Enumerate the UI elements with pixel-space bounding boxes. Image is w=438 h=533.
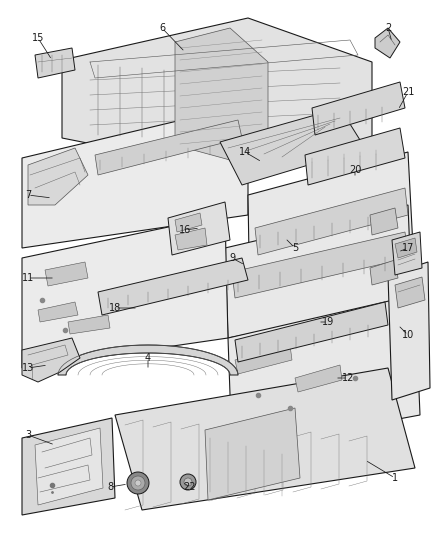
Polygon shape [45, 262, 88, 286]
Polygon shape [312, 82, 405, 135]
Polygon shape [98, 258, 248, 315]
Text: 11: 11 [22, 273, 34, 283]
Text: 10: 10 [402, 330, 414, 340]
Text: 1: 1 [392, 473, 398, 483]
Text: 15: 15 [32, 33, 44, 43]
Polygon shape [95, 120, 242, 175]
Polygon shape [255, 188, 408, 255]
Text: 12: 12 [342, 373, 354, 383]
Circle shape [127, 472, 149, 494]
Text: 21: 21 [402, 87, 414, 97]
Polygon shape [395, 238, 417, 258]
Polygon shape [38, 302, 78, 322]
Polygon shape [388, 262, 430, 400]
Polygon shape [225, 205, 412, 338]
Polygon shape [232, 232, 408, 298]
Circle shape [135, 480, 141, 486]
Polygon shape [235, 302, 388, 362]
Text: 5: 5 [292, 243, 298, 253]
Polygon shape [205, 408, 300, 500]
Polygon shape [220, 108, 365, 185]
Polygon shape [235, 345, 292, 374]
Text: 16: 16 [179, 225, 191, 235]
Text: 6: 6 [159, 23, 165, 33]
Text: 2: 2 [385, 23, 391, 33]
Polygon shape [115, 368, 415, 510]
Text: 22: 22 [184, 482, 196, 492]
Text: 17: 17 [402, 243, 414, 253]
Polygon shape [305, 128, 405, 185]
Polygon shape [168, 202, 230, 255]
Text: 13: 13 [22, 363, 34, 373]
Text: 9: 9 [229, 253, 235, 263]
Polygon shape [28, 148, 88, 205]
Polygon shape [295, 365, 342, 392]
Text: 18: 18 [109, 303, 121, 313]
Polygon shape [392, 232, 422, 275]
Polygon shape [248, 152, 415, 318]
Text: 8: 8 [107, 482, 113, 492]
Polygon shape [22, 418, 115, 515]
Text: 7: 7 [25, 190, 31, 200]
Polygon shape [22, 215, 228, 368]
Polygon shape [22, 338, 80, 382]
Text: 20: 20 [349, 165, 361, 175]
Polygon shape [395, 277, 425, 308]
Polygon shape [370, 208, 398, 235]
Text: 4: 4 [145, 353, 151, 363]
Circle shape [184, 478, 192, 486]
Polygon shape [175, 213, 202, 232]
Polygon shape [175, 28, 268, 160]
Polygon shape [35, 428, 103, 505]
Circle shape [180, 474, 196, 490]
Text: 14: 14 [239, 147, 251, 157]
Polygon shape [370, 260, 398, 285]
Polygon shape [35, 48, 75, 78]
Text: 19: 19 [322, 317, 334, 327]
Polygon shape [375, 28, 400, 58]
Circle shape [131, 476, 145, 490]
Polygon shape [68, 315, 110, 334]
Polygon shape [62, 18, 372, 175]
Polygon shape [22, 112, 248, 248]
Polygon shape [58, 345, 238, 375]
Polygon shape [228, 295, 420, 450]
Polygon shape [175, 228, 207, 250]
Text: 3: 3 [25, 430, 31, 440]
